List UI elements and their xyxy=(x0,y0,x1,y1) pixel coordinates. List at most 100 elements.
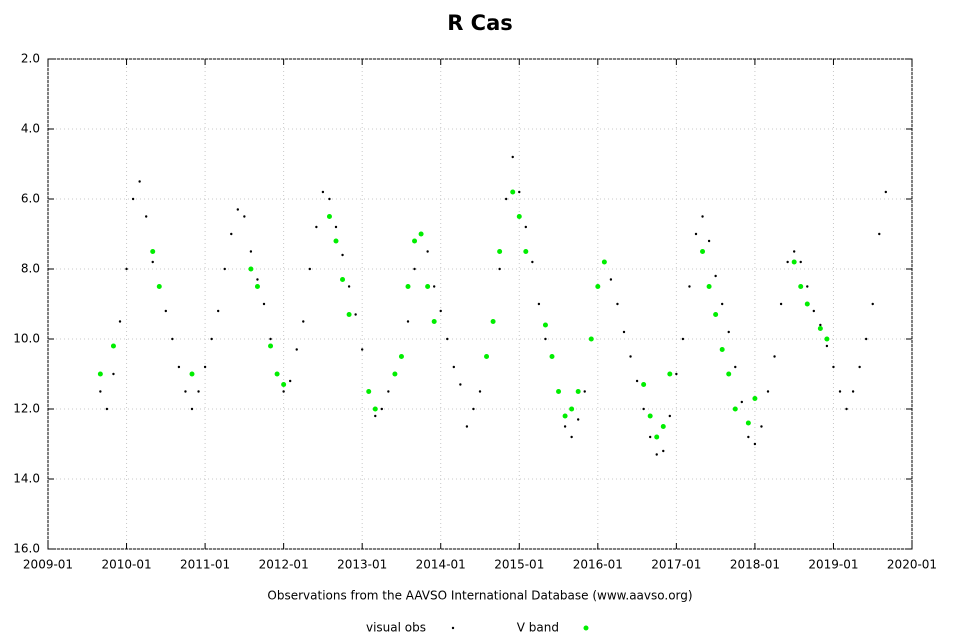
data-point xyxy=(156,284,162,289)
data-point xyxy=(354,313,357,316)
data-point xyxy=(792,250,796,253)
data-point xyxy=(660,424,666,429)
legend-marker xyxy=(451,626,455,630)
data-point xyxy=(256,278,259,281)
data-point xyxy=(254,284,260,289)
data-point xyxy=(516,214,522,219)
legend-label: V band xyxy=(517,621,559,635)
data-point xyxy=(864,337,868,341)
data-point xyxy=(340,277,346,282)
data-point xyxy=(799,260,802,264)
data-point xyxy=(570,435,573,439)
y-tick-label: 12.0 xyxy=(13,402,40,416)
data-point xyxy=(190,407,194,411)
data-point xyxy=(431,319,437,324)
data-point xyxy=(884,190,888,194)
data-point xyxy=(542,322,548,328)
data-point xyxy=(478,390,482,393)
data-point xyxy=(315,225,318,229)
data-point xyxy=(779,302,783,306)
data-point xyxy=(688,285,691,288)
data-point xyxy=(112,372,115,376)
data-point xyxy=(871,302,874,306)
data-point xyxy=(151,260,154,264)
data-point xyxy=(346,312,352,317)
data-point xyxy=(719,347,725,352)
data-point xyxy=(197,390,200,393)
data-point xyxy=(497,249,503,254)
data-point xyxy=(164,309,168,313)
data-point xyxy=(472,407,475,411)
data-point xyxy=(406,320,410,323)
data-point xyxy=(701,215,704,218)
data-point xyxy=(858,365,861,369)
data-point xyxy=(118,320,122,323)
data-point xyxy=(372,406,378,412)
data-point xyxy=(629,355,632,358)
data-point xyxy=(648,435,652,439)
data-point xyxy=(595,284,601,289)
x-tick-label: 2014-01 xyxy=(416,558,466,572)
x-tick-label: 2018-01 xyxy=(730,558,780,572)
data-point xyxy=(110,343,116,349)
data-point xyxy=(732,406,738,412)
x-tick-label: 2009-01 xyxy=(23,558,73,572)
data-point xyxy=(726,371,732,377)
data-point xyxy=(576,418,580,421)
data-point xyxy=(531,260,534,264)
y-tick-label: 8.0 xyxy=(21,262,40,276)
data-point xyxy=(413,267,416,271)
data-point xyxy=(223,267,226,271)
data-point xyxy=(662,449,665,453)
data-point xyxy=(825,344,829,348)
data-point xyxy=(727,330,730,334)
data-point xyxy=(760,425,763,428)
data-point xyxy=(766,390,770,393)
data-point xyxy=(405,284,411,289)
data-point xyxy=(654,434,660,440)
data-point xyxy=(806,285,809,288)
data-point xyxy=(647,413,653,419)
data-point xyxy=(439,309,442,313)
x-tick-label: 2016-01 xyxy=(573,558,623,572)
data-point xyxy=(328,197,331,201)
data-point xyxy=(544,337,547,341)
data-point xyxy=(706,284,712,289)
data-point xyxy=(635,379,639,383)
data-point xyxy=(523,249,529,254)
data-point xyxy=(642,407,645,411)
data-point xyxy=(387,390,390,393)
data-point xyxy=(144,215,148,218)
data-point xyxy=(798,284,804,289)
data-point xyxy=(838,390,842,393)
data-point xyxy=(281,382,287,387)
data-point xyxy=(249,250,253,253)
data-point xyxy=(819,323,822,327)
data-point xyxy=(452,365,456,369)
data-point xyxy=(150,249,156,254)
x-axis-label: Observations from the AAVSO Internationa… xyxy=(267,589,692,603)
y-tick-label: 6.0 xyxy=(21,192,40,206)
data-point xyxy=(851,390,855,393)
data-point xyxy=(138,180,141,183)
data-point xyxy=(99,390,102,393)
data-point xyxy=(622,330,626,334)
data-point xyxy=(563,425,567,428)
data-point xyxy=(243,215,246,218)
data-point xyxy=(817,326,823,331)
data-point xyxy=(446,337,449,341)
data-point xyxy=(366,389,372,394)
data-point xyxy=(641,382,647,387)
data-point xyxy=(97,371,103,377)
data-point xyxy=(824,336,830,342)
x-tick-label: 2019-01 xyxy=(808,558,858,572)
data-point xyxy=(308,267,312,271)
data-point xyxy=(236,208,240,211)
data-point xyxy=(511,155,514,159)
data-point xyxy=(694,232,698,236)
x-tick-label: 2010-01 xyxy=(101,558,151,572)
data-point xyxy=(171,337,174,341)
data-point xyxy=(326,214,332,219)
data-point xyxy=(374,414,377,418)
